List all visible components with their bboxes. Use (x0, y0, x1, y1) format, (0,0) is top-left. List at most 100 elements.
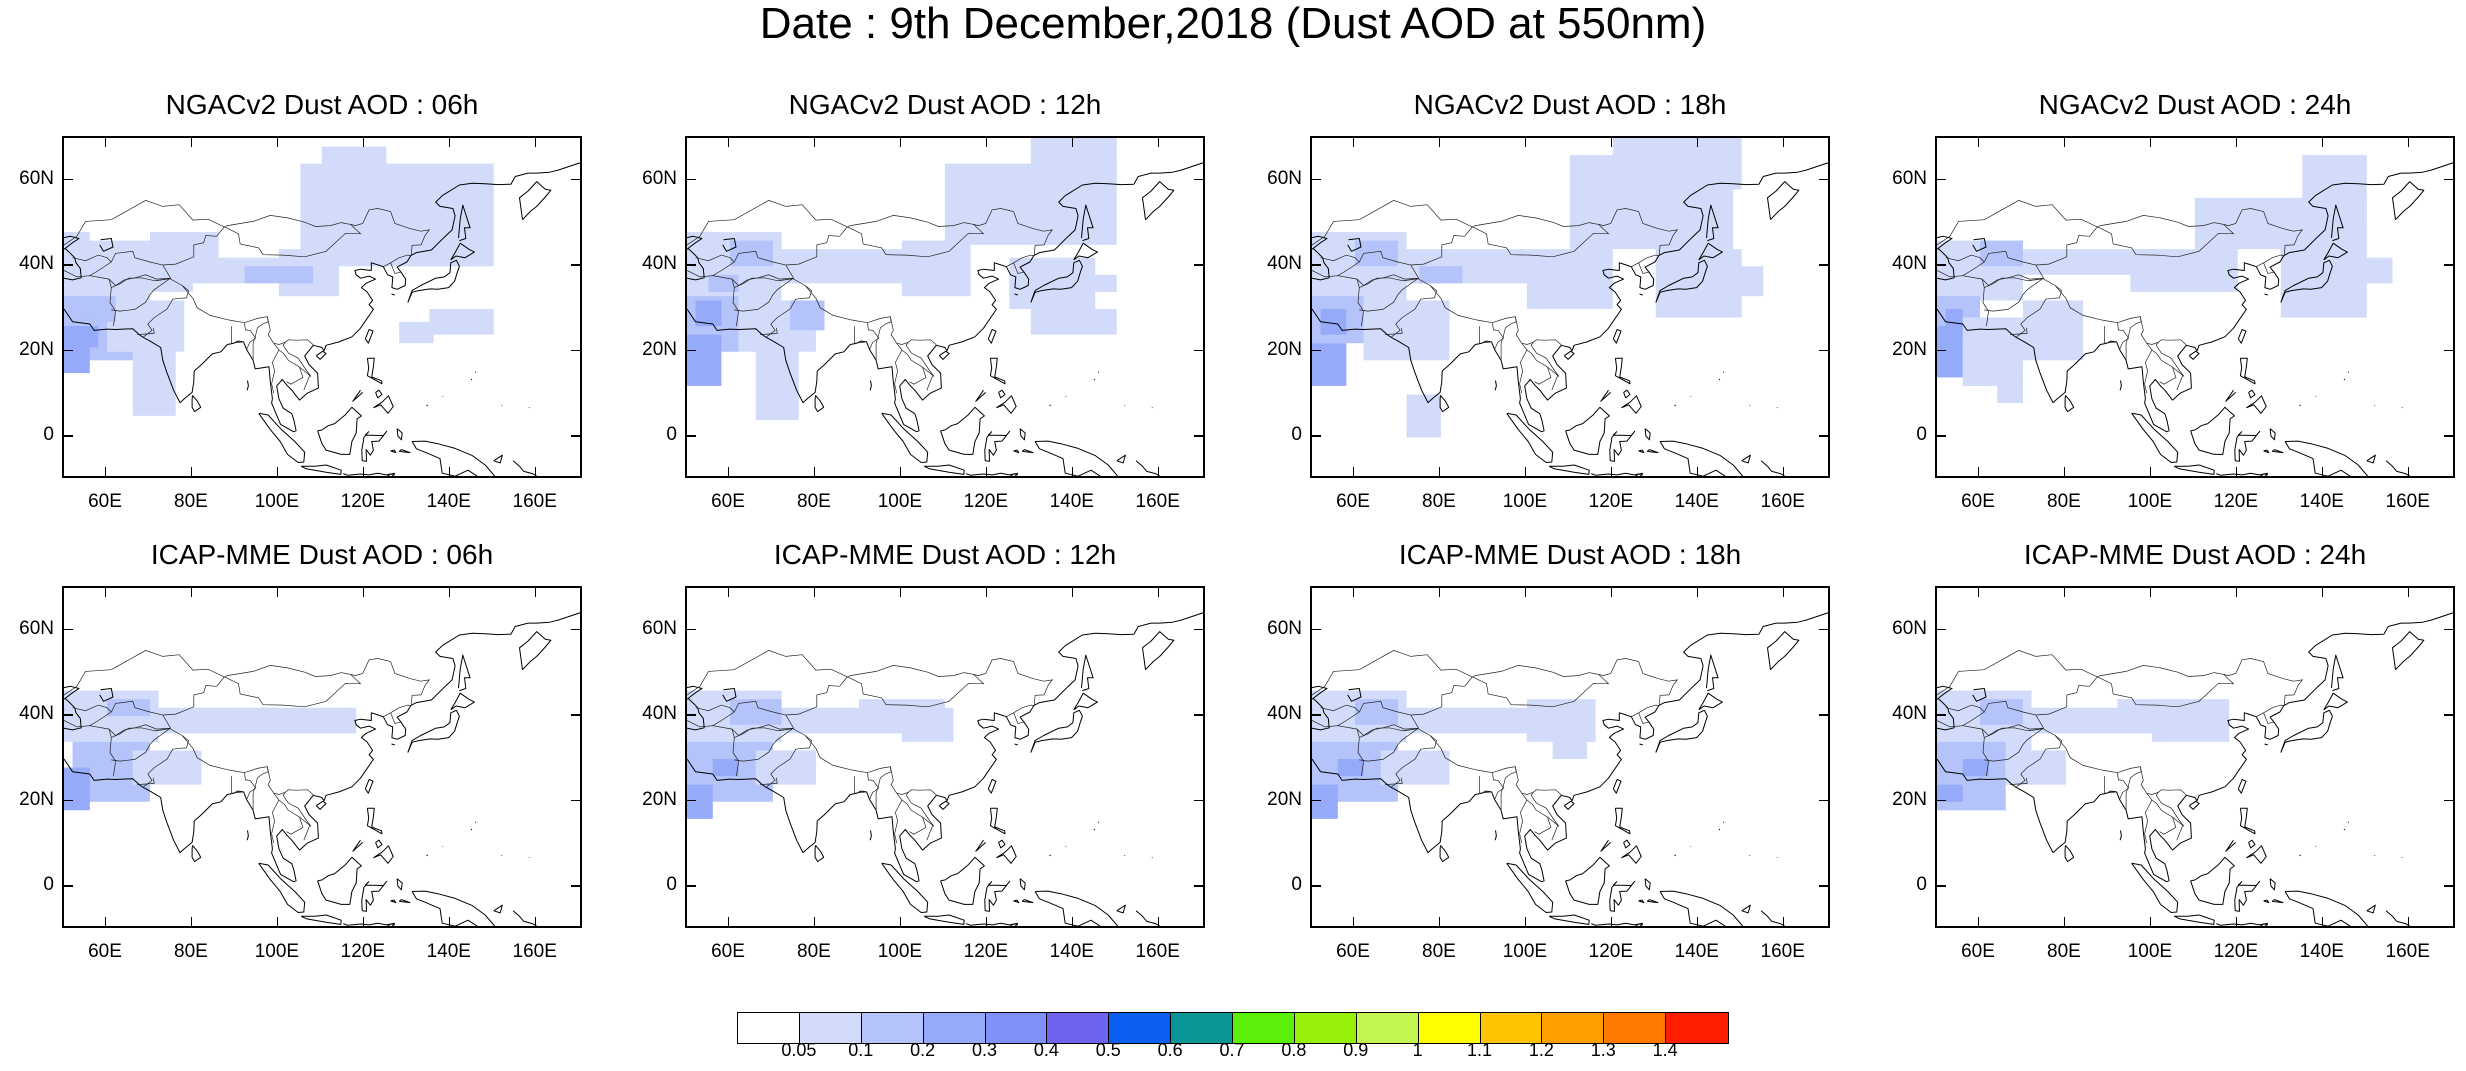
dust-aod-cell (755, 750, 816, 785)
colorbar-tick-label: 0.5 (1095, 1040, 1121, 1060)
lat-tick-mark (571, 714, 581, 716)
coastline (989, 357, 1006, 385)
colorbar-tick-label: 1.4 (1652, 1040, 1678, 1060)
lat-tick-mark (1936, 799, 1946, 802)
lon-tick-mark (104, 467, 107, 477)
coastline (1612, 779, 1622, 794)
country-border (1385, 327, 1403, 335)
coastline (493, 454, 503, 464)
lon-tick-mark (2407, 587, 2410, 597)
lon-tick-label: 80E (1422, 491, 1456, 512)
coastline (1634, 473, 1643, 476)
lat-tick-label: 0 (1916, 424, 1927, 446)
lon-tick-mark (1610, 137, 1613, 147)
map-plot-area (62, 136, 582, 478)
dust-aod-cell (1962, 317, 2023, 386)
coastline (2392, 631, 2425, 671)
dust-aod-map (64, 612, 580, 926)
coastline (1937, 685, 1955, 731)
coastline (450, 692, 475, 711)
map-panel: ICAP-MME Dust AOD : 06h 60N 40N 20N 0 60E 80E 1… (0, 540, 620, 980)
lat-tick-mark (686, 799, 696, 802)
dust-aod-cell (687, 784, 713, 819)
lon-tick-mark (1696, 917, 1699, 927)
dust-aod-cell (429, 309, 494, 335)
dust-aod-map (1937, 612, 2453, 926)
lon-tick-mark (899, 137, 902, 147)
lon-tick-label: 140E (1674, 491, 1719, 512)
lat-tick-mark (2444, 435, 2454, 437)
lon-tick-mark (362, 467, 365, 477)
map-plot-area (1310, 586, 1830, 928)
dust-aod-cell (89, 750, 116, 768)
country-border (1519, 792, 1528, 844)
coastline (64, 612, 580, 883)
coastline (1081, 654, 1094, 692)
lat-tick-mark (1194, 435, 1204, 437)
coastline (1609, 880, 1636, 912)
country-border (2117, 772, 2130, 800)
lon-tick-mark (448, 137, 451, 147)
lon-tick-mark (1157, 467, 1160, 477)
lon-tick-mark (1438, 137, 1441, 147)
country-border (875, 316, 892, 361)
coastline (1623, 839, 1631, 849)
lat-tick-mark (571, 349, 581, 352)
country-border (2256, 704, 2284, 718)
coastline (1030, 709, 1083, 753)
map-panel: ICAP-MME Dust AOD : 18h 60N 40N 20N 0 60E 80E 1… (1248, 540, 1868, 980)
country-border (1937, 200, 2098, 246)
coastline (375, 839, 383, 849)
coastline (2299, 854, 2301, 857)
country-border (1631, 704, 1659, 718)
coastline (1034, 890, 1119, 926)
coastline (391, 743, 395, 746)
lat-tick-label: 40N (19, 703, 54, 725)
coastline (1760, 460, 1786, 476)
dust-aod-cell (729, 240, 773, 267)
coastline (2131, 862, 2179, 913)
lat-tick-mark (1936, 435, 1946, 437)
coastline (386, 473, 395, 476)
coastline (1034, 440, 1119, 476)
country-border (2104, 776, 2117, 794)
coastline (1009, 923, 1018, 926)
country-border (712, 700, 795, 736)
country-border (1937, 720, 1989, 777)
lon-tick-mark (190, 587, 193, 597)
lon-tick-label: 140E (1674, 941, 1719, 962)
country-border (760, 777, 778, 785)
lon-tick-mark (2235, 587, 2238, 597)
lon-tick-mark (2235, 917, 2238, 927)
country-border (181, 285, 314, 346)
lat-tick-mark (571, 178, 581, 181)
lon-tick-mark (1352, 137, 1355, 147)
coastline (881, 412, 929, 463)
dust-aod-cell (321, 707, 357, 734)
country-border (2144, 342, 2153, 394)
colorbar-tick-label: 0.05 (781, 1040, 817, 1060)
coastline (1659, 440, 1744, 476)
lon-tick-label: 140E (2299, 491, 2344, 512)
lat-tick-label: 40N (1892, 253, 1927, 275)
lon-tick-mark (2321, 137, 2324, 147)
lon-tick-mark (1782, 467, 1785, 477)
lon-tick-mark (448, 467, 451, 477)
lat-tick-mark (571, 799, 581, 802)
lat-tick-label: 60N (1892, 617, 1927, 639)
panel-title: NGACv2 Dust AOD : 06h (165, 89, 479, 120)
coastline (1565, 406, 1610, 455)
lat-tick-label: 0 (43, 874, 54, 896)
coastline (1591, 472, 1643, 476)
country-border (1320, 704, 1360, 713)
lat-tick-label: 0 (666, 424, 677, 446)
country-border (847, 215, 985, 258)
lat-tick-mark (1936, 714, 1946, 716)
country-border (2097, 215, 2235, 258)
country-border (854, 326, 867, 344)
dust-aod-cell (1073, 274, 1117, 292)
country-border (785, 676, 848, 716)
coastline (398, 899, 411, 904)
map-panel: NGACv2 Dust AOD : 18h 60N 40N 20N 0 60E 80E 100… (1248, 90, 1868, 530)
lon-tick-mark (1524, 467, 1527, 477)
